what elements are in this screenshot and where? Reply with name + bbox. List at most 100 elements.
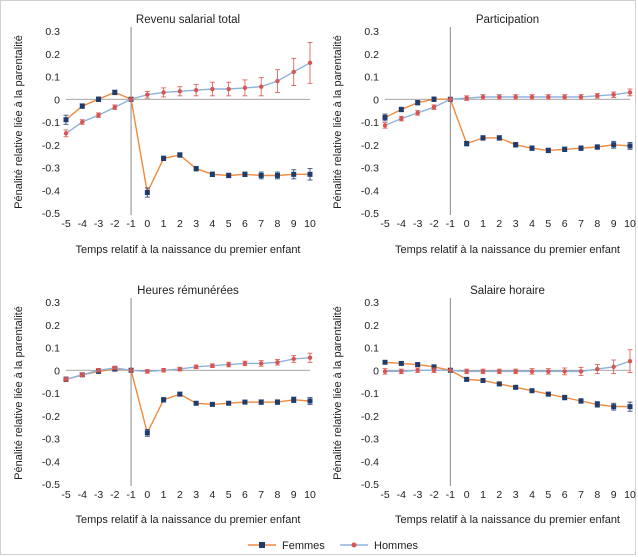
chart-title: Heures rémunérées	[137, 285, 239, 297]
data-point-hommes	[448, 97, 453, 102]
data-point-femmes	[594, 144, 600, 150]
data-point-hommes	[112, 105, 118, 110]
x-tick-label: 1	[161, 218, 167, 230]
data-point-hommes	[96, 368, 101, 373]
data-point-femmes	[242, 171, 248, 177]
data-point-hommes	[578, 369, 584, 374]
y-tick-label: -0.5	[361, 208, 379, 220]
x-tick-label: 9	[611, 489, 617, 501]
chart-title: Salaire horaire	[470, 285, 545, 297]
x-tick-label: -1	[126, 218, 135, 230]
x-tick-label: 9	[291, 489, 297, 501]
legend-hommes-marker	[351, 542, 357, 548]
data-point-hommes	[529, 369, 535, 374]
data-point-hommes	[546, 94, 551, 100]
data-point-hommes	[307, 60, 313, 66]
data-point-femmes	[382, 114, 388, 120]
x-tick-label: 3	[193, 218, 199, 230]
y-tick-label: 0.1	[45, 72, 60, 84]
data-point-hommes	[464, 369, 469, 374]
x-tick-label: -4	[397, 218, 406, 230]
y-tick-label: -0.4	[361, 185, 379, 197]
x-tick-label: 9	[611, 218, 617, 230]
y-tick-label: -0.1	[361, 388, 379, 400]
data-point-femmes	[496, 381, 502, 387]
data-point-femmes	[513, 142, 519, 148]
data-point-hommes	[562, 369, 567, 374]
data-point-hommes	[464, 95, 469, 101]
data-point-hommes	[448, 368, 453, 373]
x-tick-label: -3	[413, 218, 422, 230]
y-tick-label: -0.3	[361, 434, 379, 446]
x-axis-label: Temps relatif à la naissance du premier …	[395, 244, 620, 256]
data-point-hommes	[562, 94, 567, 100]
x-tick-label: -3	[94, 218, 103, 230]
data-point-femmes	[274, 172, 280, 178]
data-point-hommes	[210, 86, 215, 92]
series-line-femmes	[65, 91, 310, 195]
x-tick-label: 6	[562, 218, 568, 230]
data-point-femmes	[144, 430, 150, 436]
x-tick-label: 10	[304, 218, 316, 230]
data-point-femmes	[562, 395, 568, 401]
data-point-femmes	[594, 401, 600, 407]
data-point-hommes	[80, 119, 85, 125]
data-point-femmes	[274, 399, 280, 405]
x-tick-label: -5	[380, 489, 389, 501]
data-point-hommes	[112, 365, 118, 371]
y-tick-label: -0.2	[361, 411, 379, 423]
x-axis-label: Temps relatif à la naissance du premier …	[75, 244, 300, 256]
data-point-hommes	[80, 372, 85, 377]
y-tick-label: 0.2	[364, 320, 379, 332]
x-tick-label: -1	[446, 489, 455, 501]
data-point-hommes	[595, 93, 600, 99]
chart-panel-1: Revenu salarial total 0.3 0.2 0.1 0 -0.1 -0.2 -…	[13, 14, 316, 256]
data-point-femmes	[226, 400, 232, 406]
x-tick-label: 0	[464, 489, 470, 501]
x-tick-label: 7	[258, 218, 264, 230]
y-tick-label: 0.3	[45, 26, 60, 38]
data-point-hommes	[627, 90, 633, 95]
y-tick-label: 0.3	[364, 26, 379, 38]
data-point-femmes	[177, 391, 183, 397]
x-tick-label: 0	[144, 489, 150, 501]
data-point-hommes	[307, 355, 313, 360]
data-point-femmes	[611, 404, 617, 410]
data-point-hommes	[382, 369, 388, 374]
y-tick-label: -0.4	[42, 456, 60, 468]
data-point-hommes	[96, 112, 101, 118]
data-point-hommes	[627, 358, 633, 364]
data-point-hommes	[177, 89, 183, 94]
data-point-femmes	[193, 400, 199, 406]
x-tick-label: -4	[78, 489, 87, 501]
x-tick-label: -2	[110, 218, 119, 230]
data-point-hommes	[242, 85, 248, 91]
data-point-hommes	[128, 368, 134, 373]
legend: Femmes Hommes	[248, 540, 419, 552]
y-tick-label: 0	[54, 94, 60, 106]
x-tick-label: -4	[78, 218, 87, 230]
chart-title: Participation	[476, 14, 539, 26]
data-point-hommes	[415, 368, 420, 373]
x-tick-label: 2	[496, 218, 502, 230]
data-point-femmes	[226, 172, 232, 178]
chart-title: Revenu salarial total	[136, 14, 240, 26]
data-point-femmes	[529, 388, 535, 394]
data-point-hommes	[259, 361, 264, 366]
data-point-femmes	[545, 147, 551, 153]
chart-panel-3: Heures rémunérées 0.3 0.2 0.1 0 -0.1 -0.2 -0.3 -…	[13, 285, 316, 526]
y-tick-label: 0	[373, 365, 379, 377]
data-point-femmes	[307, 171, 313, 177]
data-point-femmes	[431, 364, 437, 370]
data-point-femmes	[398, 106, 404, 112]
legend-femmes-marker	[259, 542, 265, 548]
x-tick-label: -5	[61, 489, 70, 501]
chart-panel-4: Salaire horaire 0.3 0.2 0.1 0 -0.1 -0.2 -0.3 -0.…	[332, 285, 636, 526]
y-tick-label: -0.1	[42, 388, 60, 400]
y-tick-label: -0.5	[42, 208, 60, 220]
y-tick-label: -0.2	[42, 140, 60, 152]
x-tick-label: -5	[61, 218, 70, 230]
y-tick-label: 0	[54, 365, 60, 377]
data-point-hommes	[513, 369, 518, 374]
x-tick-label: 9	[291, 218, 297, 230]
